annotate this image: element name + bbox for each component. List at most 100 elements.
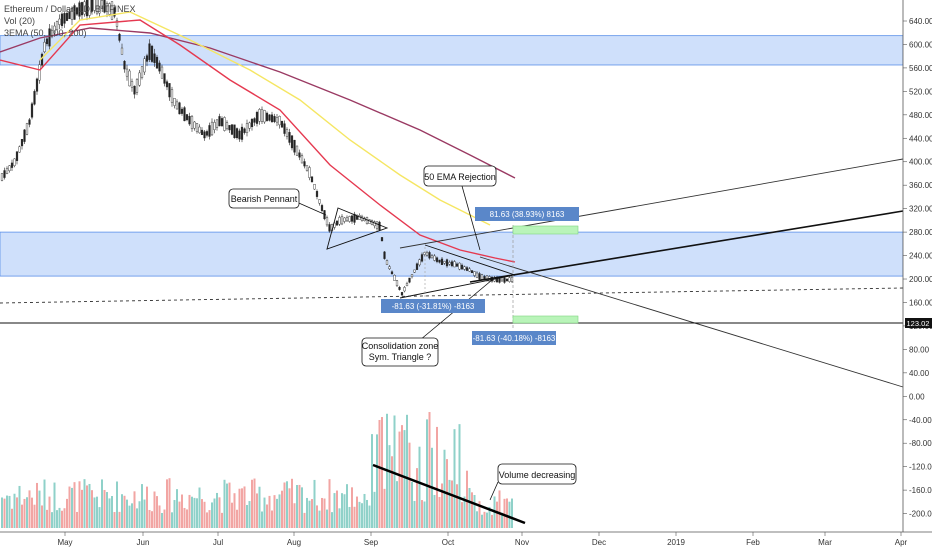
candle-body (248, 122, 251, 129)
volume-bar (158, 505, 161, 528)
measure-label-down: -81.63 (-40.18%) -8163 (473, 334, 556, 343)
volume-bar (36, 482, 38, 528)
candle-body (483, 276, 486, 280)
last-price-text: 123.02 (907, 319, 930, 328)
volume-bar (318, 510, 321, 528)
volume-bar (231, 502, 233, 528)
volume-bar (478, 501, 481, 528)
volume-bar (86, 485, 88, 528)
volume-bar (301, 487, 303, 528)
candle-body (45, 38, 49, 45)
volume-bar (403, 430, 406, 528)
volume-bar (273, 495, 276, 528)
candle-body (230, 124, 234, 135)
candle-body (118, 33, 121, 41)
candle-body (300, 155, 304, 164)
volume-bar (23, 498, 26, 528)
trendline-dashed (0, 287, 904, 304)
candle-body (228, 125, 231, 131)
volume-bar (78, 481, 81, 528)
volume-bar (223, 479, 226, 528)
candle-body (60, 13, 64, 26)
candle-body (388, 266, 391, 270)
volume-bar (371, 434, 373, 528)
volume-bar (293, 503, 296, 528)
candle-body (355, 216, 359, 220)
callout-pennant-text: Bearish Pennant (231, 194, 298, 204)
volume-bar (256, 493, 258, 528)
price-tick-label: 40.00 (909, 369, 930, 378)
time-tick-label: Oct (442, 538, 455, 547)
candle-body (348, 216, 351, 222)
volume-bar (143, 499, 146, 528)
candle-body (510, 277, 514, 282)
candle-body (410, 274, 414, 278)
candle-body (18, 146, 21, 153)
candle-body (193, 121, 196, 129)
candle-body (378, 221, 381, 231)
candle-body (383, 251, 386, 259)
candle-body (438, 259, 441, 263)
volume-bar (71, 487, 73, 528)
volume-bar (308, 500, 311, 528)
volume-bar (358, 501, 361, 528)
callout-consolidation-line1: Consolidation zone (362, 341, 439, 351)
target-box-lower (512, 315, 579, 324)
candle-body (148, 43, 151, 60)
candle-body (160, 66, 164, 79)
candle-body (173, 98, 176, 106)
candle-body (315, 191, 319, 197)
volume-bar (3, 498, 6, 528)
candle-body (275, 117, 279, 123)
candle-body (380, 237, 384, 242)
volume-bar (453, 429, 456, 528)
candle-body (470, 270, 474, 274)
candle-body (120, 47, 124, 55)
volume-bar (13, 493, 16, 528)
volume-bar (506, 498, 508, 528)
candle-body (85, 0, 89, 17)
price-tick-label: -40.00 (909, 416, 932, 425)
last-price-tag (905, 318, 932, 328)
candle-body (90, 0, 94, 12)
candle-body (20, 139, 24, 147)
volume-bar (466, 470, 468, 528)
volume-bar (66, 498, 68, 528)
volume-bar (111, 496, 113, 528)
candle-body (245, 123, 249, 133)
candle-body (110, 1, 114, 20)
volume-bar (211, 502, 213, 528)
candle-body (290, 135, 294, 149)
volume-bar (306, 497, 308, 528)
candle-body (260, 109, 264, 122)
candle-body (478, 273, 481, 280)
candle-body (70, 8, 74, 20)
callout-pointer-volume (489, 481, 499, 501)
volume-bar (303, 512, 306, 528)
price-tick-label: 400.00 (909, 158, 932, 167)
volume-bar (286, 481, 288, 528)
candle-body (83, 1, 86, 15)
volume-bar (463, 496, 466, 528)
candle-body (295, 145, 299, 156)
trendline-descending (479, 256, 904, 388)
volume-bar (103, 489, 106, 528)
candle-body (268, 114, 271, 121)
volume-bar (101, 479, 103, 528)
volume-bar (338, 508, 341, 528)
candle-body (88, 0, 91, 16)
volume-bar (188, 494, 191, 528)
candle-body (155, 56, 159, 69)
volume-bar (88, 483, 91, 528)
volume-bar (128, 505, 131, 528)
volume-bar (191, 496, 193, 528)
candle-body (395, 280, 399, 286)
candle-body (445, 259, 449, 267)
candle-body (270, 114, 274, 123)
price-tick-label: 280.00 (909, 228, 932, 237)
volume-bar (378, 419, 381, 528)
candle-body (503, 277, 506, 283)
candle-body (178, 102, 181, 115)
candle-body (38, 64, 41, 81)
candle-body (218, 116, 221, 127)
